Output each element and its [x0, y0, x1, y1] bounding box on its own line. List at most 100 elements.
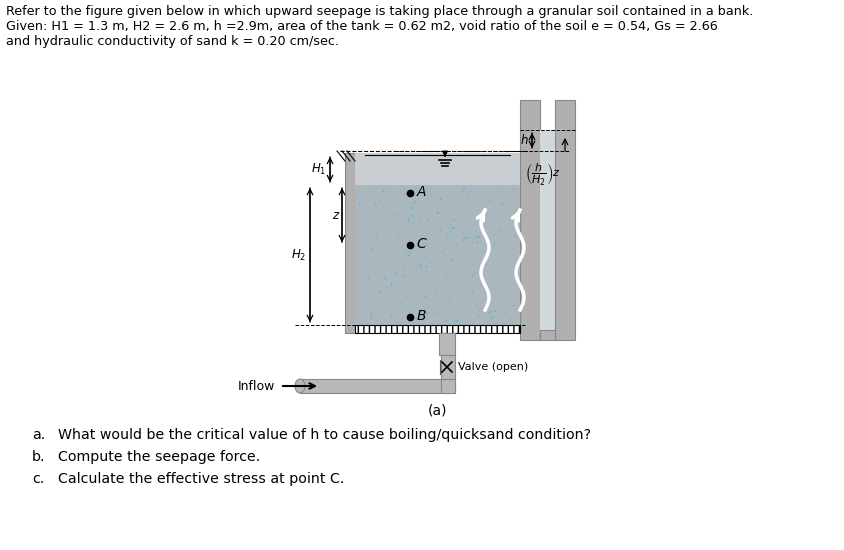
- Ellipse shape: [425, 295, 426, 298]
- Ellipse shape: [391, 284, 392, 285]
- Ellipse shape: [492, 196, 493, 199]
- Bar: [441, 355, 455, 379]
- Ellipse shape: [397, 233, 398, 234]
- Ellipse shape: [452, 219, 455, 221]
- Ellipse shape: [412, 232, 413, 234]
- Text: $C$: $C$: [416, 237, 428, 251]
- Ellipse shape: [373, 215, 375, 217]
- Ellipse shape: [454, 320, 456, 323]
- Ellipse shape: [408, 194, 410, 195]
- Ellipse shape: [452, 227, 455, 229]
- Ellipse shape: [448, 214, 449, 215]
- Ellipse shape: [383, 276, 386, 277]
- Text: $A$: $A$: [416, 185, 427, 199]
- Ellipse shape: [366, 302, 367, 304]
- Ellipse shape: [484, 263, 487, 265]
- Ellipse shape: [473, 283, 474, 285]
- Ellipse shape: [493, 244, 495, 245]
- Ellipse shape: [493, 283, 494, 284]
- Ellipse shape: [404, 276, 406, 277]
- Ellipse shape: [446, 234, 449, 235]
- Text: a.: a.: [32, 428, 46, 442]
- Ellipse shape: [421, 268, 422, 270]
- Text: Inflow: Inflow: [238, 379, 275, 393]
- Ellipse shape: [436, 212, 439, 214]
- Ellipse shape: [393, 214, 396, 216]
- Ellipse shape: [472, 274, 473, 277]
- Text: $z$: $z$: [332, 208, 340, 222]
- Ellipse shape: [463, 239, 464, 241]
- Ellipse shape: [408, 218, 409, 221]
- Text: and hydraulic conductivity of sand k = 0.20 cm/sec.: and hydraulic conductivity of sand k = 0…: [6, 35, 339, 48]
- Ellipse shape: [407, 296, 408, 298]
- Ellipse shape: [490, 317, 493, 319]
- Ellipse shape: [486, 215, 488, 216]
- Ellipse shape: [467, 196, 468, 198]
- Bar: [345, 153, 355, 333]
- Text: Valve (open): Valve (open): [458, 362, 528, 372]
- Bar: [540, 130, 555, 330]
- Ellipse shape: [441, 250, 443, 252]
- Ellipse shape: [414, 201, 416, 203]
- Ellipse shape: [367, 277, 369, 279]
- Ellipse shape: [451, 259, 453, 260]
- Ellipse shape: [425, 266, 427, 268]
- Ellipse shape: [426, 257, 428, 258]
- Ellipse shape: [448, 298, 450, 299]
- Ellipse shape: [476, 305, 478, 307]
- Ellipse shape: [388, 294, 391, 296]
- Ellipse shape: [376, 320, 378, 321]
- Ellipse shape: [396, 272, 398, 273]
- Ellipse shape: [515, 235, 516, 238]
- Ellipse shape: [512, 188, 514, 190]
- Ellipse shape: [391, 314, 392, 316]
- Ellipse shape: [436, 293, 437, 294]
- Ellipse shape: [490, 310, 491, 312]
- Ellipse shape: [427, 219, 429, 221]
- Bar: [355, 325, 520, 333]
- Ellipse shape: [463, 188, 465, 189]
- Ellipse shape: [408, 245, 409, 246]
- Ellipse shape: [409, 265, 410, 266]
- Ellipse shape: [440, 199, 441, 200]
- Ellipse shape: [382, 190, 384, 192]
- Ellipse shape: [387, 191, 388, 193]
- Ellipse shape: [473, 263, 474, 266]
- Bar: [355, 185, 520, 325]
- Text: $H_2$: $H_2$: [290, 248, 306, 262]
- Bar: [439, 333, 455, 355]
- Ellipse shape: [403, 268, 404, 271]
- Bar: [300, 379, 455, 393]
- Ellipse shape: [445, 296, 446, 298]
- Ellipse shape: [425, 243, 426, 244]
- Ellipse shape: [411, 207, 413, 210]
- Ellipse shape: [384, 279, 387, 280]
- Ellipse shape: [499, 230, 500, 232]
- Ellipse shape: [412, 214, 414, 217]
- Ellipse shape: [512, 305, 514, 306]
- Ellipse shape: [371, 315, 372, 318]
- Ellipse shape: [425, 244, 428, 246]
- Ellipse shape: [447, 260, 448, 261]
- Bar: [440, 360, 454, 374]
- Bar: [555, 100, 575, 340]
- Ellipse shape: [365, 218, 366, 220]
- Ellipse shape: [474, 237, 476, 239]
- Text: Given: H1 = 1.3 m, H2 = 2.6 m, h =2.9m, area of the tank = 0.62 m2, void ratio o: Given: H1 = 1.3 m, H2 = 2.6 m, h =2.9m, …: [6, 20, 717, 33]
- Ellipse shape: [504, 231, 506, 233]
- Bar: [520, 100, 540, 340]
- Ellipse shape: [474, 272, 475, 274]
- Ellipse shape: [427, 313, 429, 315]
- Bar: [540, 330, 555, 340]
- Ellipse shape: [478, 236, 479, 238]
- Ellipse shape: [469, 191, 472, 192]
- Ellipse shape: [472, 290, 473, 292]
- Ellipse shape: [444, 255, 446, 256]
- Ellipse shape: [371, 311, 372, 315]
- Text: $B$: $B$: [416, 309, 427, 323]
- Ellipse shape: [415, 201, 417, 202]
- Text: Calculate the effective stress at point C.: Calculate the effective stress at point …: [58, 472, 344, 486]
- Ellipse shape: [468, 237, 469, 238]
- Ellipse shape: [408, 255, 410, 256]
- Ellipse shape: [386, 287, 387, 289]
